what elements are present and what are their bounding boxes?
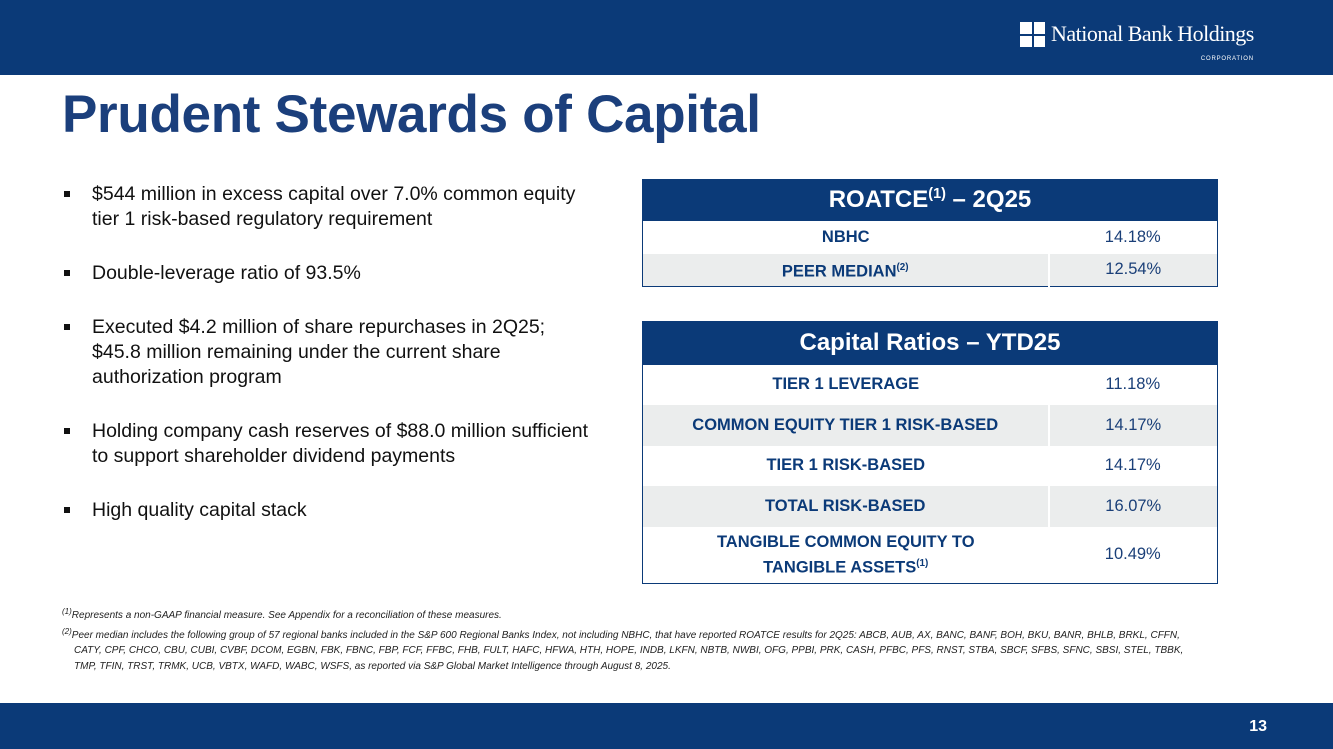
row-label: PEER MEDIAN(2) — [642, 253, 1050, 287]
capital-ratios-table: Capital Ratios – YTD25 TIER 1 LEVERAGE 11… — [642, 321, 1218, 584]
table-row: TANGIBLE COMMON EQUITY TO TANGIBLE ASSETS… — [643, 527, 1218, 584]
header-bar: National Bank Holdings CORPORATION — [0, 0, 1333, 75]
bullet-item: Holding company cash reserves of $88.0 m… — [62, 419, 592, 469]
row-value: 14.17% — [1104, 456, 1161, 475]
logo-squares-icon — [1020, 22, 1045, 47]
row-label: TANGIBLE COMMON EQUITY TO TANGIBLE ASSETS… — [716, 532, 975, 577]
table-row: PEER MEDIAN(2) 12.54% — [642, 253, 1218, 287]
footer-bar: 13 — [0, 703, 1333, 749]
row-label: COMMON EQUITY TIER 1 RISK-BASED — [642, 405, 1050, 446]
row-label: TIER 1 LEVERAGE — [772, 375, 920, 394]
table-row: TIER 1 RISK-BASED 14.17% — [643, 446, 1218, 487]
logo-text: National Bank Holdings — [1051, 21, 1254, 46]
bullet-list: $544 million in excess capital over 7.0%… — [62, 182, 592, 552]
row-value: 12.54% — [1048, 253, 1218, 287]
row-label: TIER 1 RISK-BASED — [766, 456, 926, 475]
page-number: 13 — [1249, 718, 1267, 735]
roatce-table: ROATCE(1) – 2Q25 NBHC 14.18% PEER MEDIAN(… — [642, 179, 1218, 287]
row-value: 14.17% — [1048, 405, 1218, 446]
roatce-table-title: ROATCE(1) – 2Q25 — [642, 179, 1218, 221]
row-value: 10.49% — [1104, 545, 1161, 564]
bullet-item: Double-leverage ratio of 93.5% — [62, 261, 592, 286]
table-row: TOTAL RISK-BASED 16.07% — [642, 486, 1218, 527]
company-logo: National Bank Holdings CORPORATION — [1020, 21, 1254, 62]
bullet-item: Executed $4.2 million of share repurchas… — [62, 315, 592, 390]
row-label: NBHC — [821, 227, 870, 246]
row-value: 16.07% — [1048, 486, 1218, 527]
footnotes: (1)Represents a non-GAAP financial measu… — [62, 604, 1202, 674]
bullet-item: High quality capital stack — [62, 498, 592, 523]
table-row: TIER 1 LEVERAGE 11.18% — [643, 365, 1218, 406]
footnote: (2)Peer median includes the following gr… — [62, 626, 1184, 672]
bullet-item: $544 million in excess capital over 7.0%… — [62, 182, 592, 232]
row-label: TOTAL RISK-BASED — [642, 486, 1050, 527]
logo-subtext: CORPORATION — [1200, 56, 1254, 62]
page-title: Prudent Stewards of Capital — [62, 85, 761, 144]
row-value: 11.18% — [1105, 375, 1161, 394]
footnote: (1)Represents a non-GAAP financial measu… — [62, 607, 502, 621]
row-value: 14.18% — [1104, 227, 1161, 246]
capital-table-title: Capital Ratios – YTD25 — [642, 321, 1218, 365]
table-row: COMMON EQUITY TIER 1 RISK-BASED 14.17% — [642, 405, 1218, 446]
table-row: NBHC 14.18% — [643, 221, 1218, 254]
